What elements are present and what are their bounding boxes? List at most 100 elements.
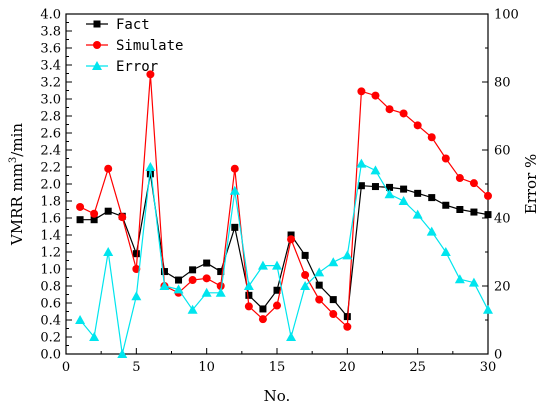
legend-item: Fact [86, 17, 150, 33]
data-point [286, 332, 297, 341]
data-point [76, 202, 85, 211]
data-point [243, 281, 254, 290]
data-point [229, 185, 240, 195]
data-point [159, 281, 170, 290]
data-point [300, 281, 311, 290]
y-tick-label: 2.2 [40, 161, 61, 176]
y-tick-label: 2.6 [40, 127, 61, 142]
y-tick-label: 1.4 [40, 229, 61, 244]
data-point [315, 295, 324, 304]
data-point [188, 276, 197, 285]
data-point [413, 121, 422, 130]
data-point [258, 315, 267, 324]
y-tick-label: 0.8 [40, 280, 61, 295]
data-point [203, 259, 211, 267]
data-point [103, 247, 114, 256]
data-point [301, 251, 309, 259]
data-point [315, 281, 323, 289]
y-axis-title-sup: 3 [8, 157, 19, 163]
data-point [160, 268, 168, 276]
data-point [342, 250, 353, 260]
data-point [329, 296, 337, 304]
data-point [273, 286, 281, 294]
data-point [441, 154, 450, 163]
y2-tick-label: 80 [494, 76, 511, 91]
y2-tick-label: 100 [494, 8, 519, 23]
y-axis-title-suffix: /min [8, 123, 26, 157]
legend-label: Error [116, 59, 158, 75]
y-tick-label: 1.0 [40, 263, 61, 278]
data-point [343, 322, 352, 331]
data-point [118, 213, 127, 222]
data-point [384, 189, 395, 199]
data-point [75, 315, 86, 324]
legend-label: Simulate [116, 38, 183, 54]
data-point [440, 247, 451, 256]
legend-label: Fact [116, 17, 150, 33]
y2-tick-label: 60 [494, 144, 511, 159]
data-point [301, 270, 310, 279]
x-tick-label: 25 [409, 360, 426, 375]
data-point [385, 105, 394, 114]
y-tick-label: 1.8 [40, 195, 61, 210]
series-line [79, 74, 489, 329]
data-point [371, 183, 379, 191]
legend-marker [93, 20, 101, 28]
series-simulate [76, 70, 492, 331]
data-point [470, 208, 478, 216]
data-point [202, 274, 211, 283]
data-point [328, 257, 339, 267]
data-point [146, 170, 154, 178]
x-tick-label: 10 [198, 360, 215, 375]
series-line [79, 162, 489, 355]
y2-axis-title: Error % [522, 154, 540, 215]
data-point [231, 223, 239, 231]
data-point [428, 194, 436, 202]
data-point [357, 182, 365, 190]
y-axis-title: VMRR mm3/min [8, 123, 26, 246]
data-point [343, 313, 351, 321]
legend-item: Error [86, 59, 158, 75]
x-axis-title: No. [264, 387, 291, 405]
data-point [187, 304, 198, 314]
x-tick-label: 15 [269, 360, 286, 375]
data-point [146, 70, 155, 79]
data-point [245, 291, 253, 299]
data-point [483, 304, 493, 314]
data-point [357, 87, 366, 96]
data-point [370, 165, 381, 175]
data-point [217, 268, 225, 276]
data-point [386, 183, 394, 191]
data-point [414, 189, 422, 197]
y-tick-label: 0.2 [40, 331, 61, 346]
data-point [131, 291, 142, 301]
data-point [398, 196, 409, 205]
y-tick-label: 2.8 [40, 110, 61, 125]
y2-tick-label: 40 [494, 212, 511, 227]
data-point [442, 201, 450, 209]
legend-marker [92, 61, 102, 70]
y-tick-label: 3.6 [40, 42, 61, 57]
legend-item: Simulate [86, 38, 183, 54]
data-point [272, 260, 282, 270]
series-error [75, 158, 493, 358]
y2-tick-label: 20 [494, 280, 511, 295]
data-point [371, 91, 380, 100]
y-tick-label: 0.0 [40, 348, 61, 363]
data-point [314, 267, 325, 277]
y-tick-label: 3.4 [40, 59, 61, 74]
data-point [287, 235, 296, 244]
data-point [104, 207, 112, 215]
legend: Fact Simulate Error [86, 17, 183, 75]
data-point [484, 191, 492, 200]
x-tick-label: 30 [480, 360, 497, 375]
y-axis-title-prefix: VMRR mm [8, 163, 26, 246]
data-point [287, 231, 295, 239]
data-point [117, 349, 128, 358]
data-point [259, 305, 267, 313]
data-point [454, 274, 465, 284]
y-tick-label: 2.4 [40, 144, 61, 159]
data-point [215, 287, 226, 297]
data-point [400, 185, 408, 193]
y-tick-label: 3.2 [40, 76, 61, 91]
